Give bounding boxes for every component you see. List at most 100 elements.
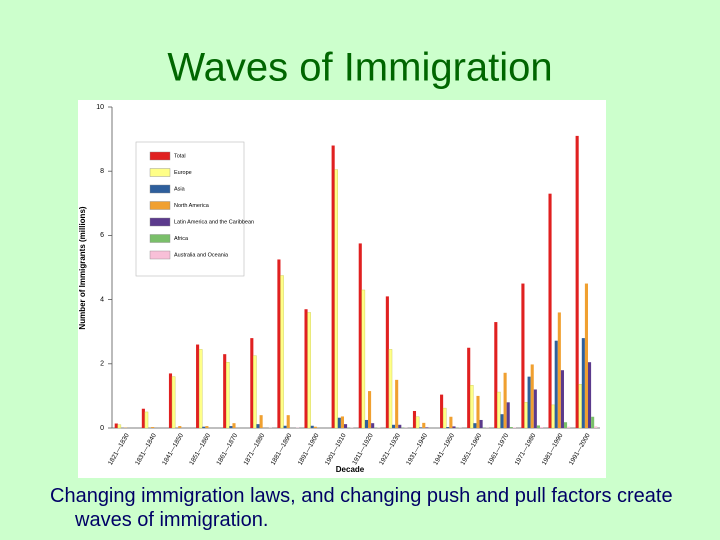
bar — [536, 425, 540, 428]
bar — [253, 355, 257, 429]
bar — [473, 423, 477, 428]
bar — [144, 411, 149, 429]
bar — [334, 169, 338, 429]
bar — [283, 425, 287, 428]
legend-swatch — [149, 217, 171, 227]
bar — [470, 385, 474, 429]
bar — [198, 349, 203, 429]
bar — [521, 283, 525, 428]
y-axis-title: Number of Immigrants (millions) — [78, 206, 87, 329]
bar — [226, 361, 230, 429]
bar — [497, 391, 501, 429]
bar — [503, 372, 507, 428]
bar — [512, 427, 516, 428]
legend-label: Europe — [174, 170, 192, 176]
bar — [530, 364, 534, 428]
y-tick-label: 8 — [100, 168, 104, 175]
bar — [368, 391, 372, 428]
bar — [331, 145, 335, 428]
legend-label: Total — [174, 153, 186, 159]
bar — [557, 312, 561, 428]
legend-swatch — [149, 151, 171, 161]
bar — [205, 426, 209, 428]
caption: Changing immigration laws, and changing … — [50, 485, 673, 531]
bar — [141, 408, 145, 428]
bar — [524, 402, 528, 429]
bar — [551, 404, 555, 429]
bar — [256, 424, 260, 428]
bar — [232, 423, 236, 428]
bar — [337, 417, 341, 428]
bar — [313, 426, 317, 428]
bar — [223, 354, 227, 428]
bar — [442, 407, 447, 429]
bar — [385, 296, 389, 428]
bar — [395, 379, 399, 428]
bar — [575, 135, 579, 428]
bar — [310, 425, 314, 428]
bar — [412, 410, 417, 428]
y-tick-label: 0 — [100, 425, 104, 432]
bar — [578, 384, 582, 429]
bar — [500, 414, 504, 428]
bar — [591, 416, 595, 428]
bar — [419, 427, 423, 428]
bar — [506, 402, 510, 428]
bar — [594, 426, 598, 428]
bar — [392, 424, 396, 428]
bar — [202, 426, 206, 428]
bar — [307, 312, 311, 429]
bar — [422, 422, 426, 428]
bar — [440, 394, 444, 428]
legend-label: Africa — [174, 236, 189, 242]
bar — [587, 362, 592, 428]
bar — [425, 427, 429, 428]
bar — [567, 426, 571, 428]
bar — [259, 415, 263, 428]
bar — [554, 340, 558, 428]
bar — [509, 427, 513, 428]
bar — [527, 376, 531, 428]
y-tick-label: 2 — [100, 361, 104, 368]
bar — [196, 344, 200, 428]
bar — [280, 275, 284, 429]
x-axis-title: Decade — [336, 465, 365, 474]
bar — [446, 427, 450, 428]
bar — [371, 423, 375, 428]
bar — [277, 259, 281, 428]
bar — [467, 347, 471, 428]
legend-label: North America — [174, 203, 210, 209]
bar — [151, 427, 155, 428]
bar — [415, 416, 420, 429]
bar — [388, 349, 393, 429]
bar — [494, 322, 498, 428]
legend-swatch — [149, 168, 171, 177]
chart-title: Waves of Immigration — [167, 46, 552, 90]
bar — [171, 376, 176, 429]
bar — [114, 423, 118, 428]
bar — [168, 373, 173, 428]
y-tick-label: 10 — [96, 104, 104, 111]
bar — [581, 338, 585, 428]
bar — [479, 419, 483, 428]
y-tick-label: 6 — [100, 232, 104, 239]
legend-label: Asia — [174, 186, 186, 192]
bar — [533, 389, 537, 428]
bar — [398, 424, 402, 428]
bar — [250, 338, 254, 428]
legend-swatch — [149, 201, 171, 210]
bar — [229, 426, 233, 428]
bar — [358, 243, 362, 428]
bar — [584, 283, 588, 428]
bar — [364, 419, 369, 428]
bar — [563, 422, 568, 428]
bar — [452, 426, 456, 428]
bar — [361, 289, 366, 429]
bar — [449, 416, 453, 428]
bar — [304, 309, 308, 428]
legend-swatch — [149, 234, 171, 243]
legend-swatch — [149, 250, 171, 260]
bar — [286, 415, 290, 428]
